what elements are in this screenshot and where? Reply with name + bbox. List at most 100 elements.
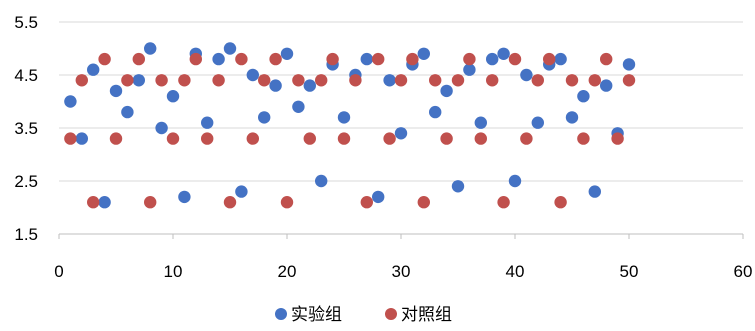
data-point bbox=[212, 52, 225, 66]
data-point bbox=[75, 74, 89, 87]
data-point bbox=[486, 74, 499, 87]
data-point bbox=[315, 74, 328, 87]
legend-label: 对照组 bbox=[401, 305, 452, 325]
data-point bbox=[463, 63, 476, 76]
data-point bbox=[315, 174, 328, 188]
data-point bbox=[235, 185, 248, 198]
data-point bbox=[440, 84, 453, 98]
data-point bbox=[155, 74, 168, 87]
x-tick-label: 50 bbox=[620, 262, 639, 281]
data-point bbox=[223, 196, 237, 209]
data-point bbox=[178, 190, 191, 204]
data-point bbox=[246, 68, 259, 82]
data-point bbox=[406, 52, 419, 66]
data-point bbox=[622, 58, 636, 71]
data-point bbox=[201, 132, 214, 145]
data-point bbox=[292, 74, 305, 87]
data-point bbox=[189, 52, 202, 66]
data-point bbox=[132, 52, 145, 66]
data-point bbox=[508, 174, 522, 188]
y-tick-label: 4.5 bbox=[14, 66, 38, 85]
data-point bbox=[565, 74, 579, 87]
data-point bbox=[109, 132, 123, 145]
data-point bbox=[394, 74, 408, 87]
data-point bbox=[474, 116, 487, 129]
data-point bbox=[394, 127, 408, 140]
data-point bbox=[144, 42, 157, 55]
legend-marker bbox=[385, 308, 397, 320]
y-tick-label: 5.5 bbox=[14, 13, 38, 32]
data-point bbox=[155, 121, 168, 135]
data-point bbox=[280, 47, 294, 60]
data-point bbox=[543, 52, 556, 66]
data-point bbox=[98, 196, 111, 209]
data-point bbox=[588, 74, 601, 87]
data-point bbox=[417, 47, 430, 60]
x-tick-label: 60 bbox=[734, 262, 753, 281]
x-tick-label: 0 bbox=[54, 262, 63, 281]
legend-label: 实验组 bbox=[291, 305, 342, 325]
x-tick-label: 30 bbox=[392, 262, 411, 281]
data-point bbox=[166, 132, 180, 145]
data-point bbox=[246, 132, 259, 145]
data-point bbox=[360, 52, 373, 66]
data-point bbox=[326, 52, 339, 66]
legend-item-1: 实验组 bbox=[275, 305, 342, 325]
data-point bbox=[75, 132, 89, 145]
data-point bbox=[337, 111, 351, 124]
data-point bbox=[508, 52, 522, 66]
data-point bbox=[417, 196, 430, 209]
data-point bbox=[258, 74, 271, 87]
data-point bbox=[497, 196, 510, 209]
data-point bbox=[87, 196, 100, 209]
series-2-points bbox=[64, 52, 636, 209]
data-point bbox=[269, 52, 282, 66]
y-tick-label: 1.5 bbox=[14, 225, 38, 244]
data-point bbox=[577, 132, 590, 145]
data-point bbox=[178, 74, 191, 87]
legend-marker bbox=[275, 308, 287, 320]
data-point bbox=[486, 52, 499, 66]
data-point bbox=[554, 196, 567, 209]
data-point bbox=[622, 74, 636, 87]
data-point bbox=[565, 111, 579, 124]
data-point bbox=[121, 74, 134, 87]
x-tick-label: 20 bbox=[278, 262, 297, 281]
data-point bbox=[429, 105, 442, 119]
data-point bbox=[497, 47, 510, 60]
data-points bbox=[64, 42, 636, 209]
data-point bbox=[451, 74, 465, 87]
data-point bbox=[429, 74, 442, 87]
data-point bbox=[349, 74, 362, 87]
data-point bbox=[451, 180, 465, 193]
data-point bbox=[577, 90, 590, 103]
data-point bbox=[258, 111, 271, 124]
data-point bbox=[520, 132, 533, 145]
data-point bbox=[269, 79, 282, 92]
data-point bbox=[531, 116, 544, 129]
data-point bbox=[531, 74, 544, 87]
data-point bbox=[383, 74, 396, 87]
data-point bbox=[520, 68, 533, 82]
data-point bbox=[64, 95, 77, 108]
data-point bbox=[463, 52, 476, 66]
y-tick-label: 3.5 bbox=[14, 119, 38, 138]
y-tick-label: 2.5 bbox=[14, 172, 38, 191]
data-point bbox=[554, 52, 567, 66]
legend: 实验组 对照组 bbox=[275, 305, 452, 325]
data-point bbox=[303, 79, 316, 92]
x-axis-tick-labels: 0 10 20 30 40 50 60 bbox=[54, 262, 752, 281]
x-tick-label: 10 bbox=[164, 262, 183, 281]
data-point bbox=[474, 132, 487, 145]
data-point bbox=[360, 196, 373, 209]
data-point bbox=[303, 132, 316, 145]
data-point bbox=[64, 132, 77, 145]
data-point bbox=[600, 52, 613, 66]
data-point bbox=[223, 42, 237, 55]
data-point bbox=[201, 116, 214, 129]
data-point bbox=[98, 52, 111, 66]
legend-item-2: 对照组 bbox=[385, 305, 452, 325]
data-point bbox=[212, 74, 225, 87]
data-point bbox=[121, 105, 134, 119]
